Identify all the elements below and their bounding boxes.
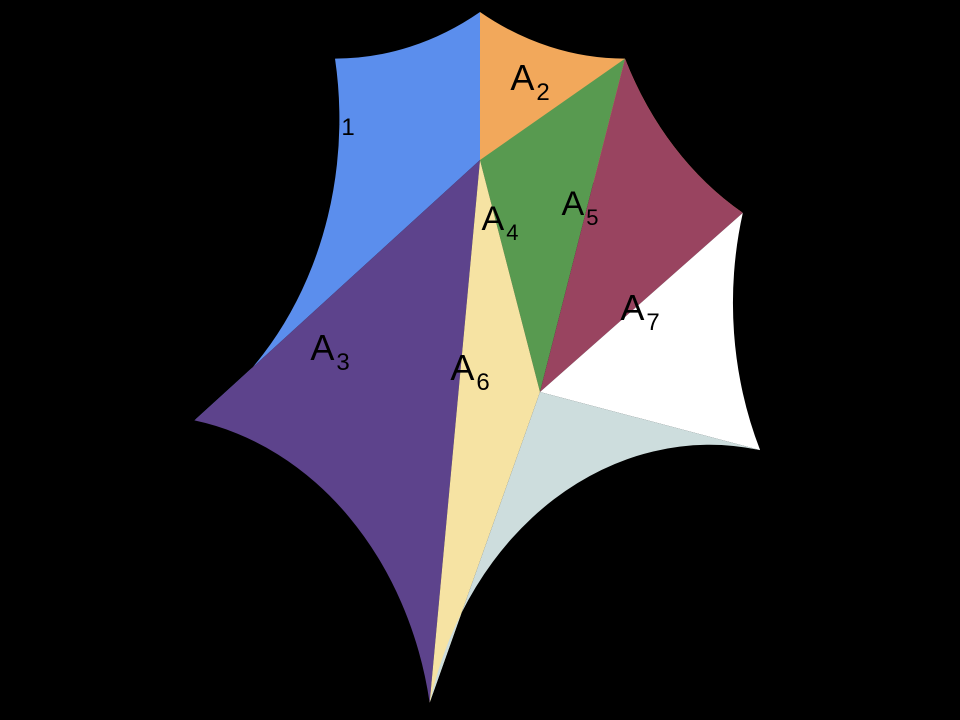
ellipse-partition-diagram: A1A2A3A4A5A6A7A8 [0, 0, 960, 720]
label-a8: A8 [545, 527, 584, 576]
